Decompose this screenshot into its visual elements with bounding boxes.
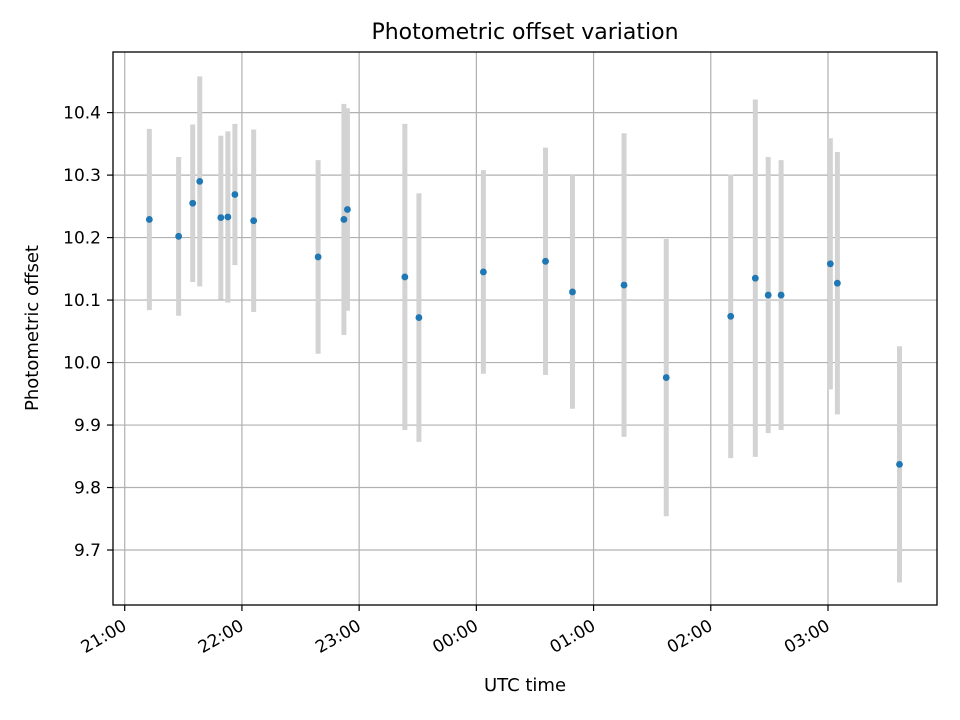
data-point	[727, 312, 735, 320]
data-point	[217, 214, 225, 221]
data-point	[250, 217, 258, 225]
data-point	[833, 279, 841, 287]
data-point	[344, 206, 351, 213]
data-point	[751, 274, 759, 282]
chart-title: Photometric offset variation	[371, 20, 678, 45]
y-tick-label: 10.2	[63, 229, 101, 249]
y-tick-label: 10.0	[63, 354, 101, 374]
data-point	[569, 288, 576, 296]
y-tick-label: 9.8	[74, 479, 101, 499]
data-point	[340, 216, 348, 223]
y-tick-label: 9.9	[74, 416, 101, 436]
y-tick-label: 10.3	[63, 166, 101, 186]
y-tick-label: 10.1	[63, 291, 101, 311]
data-point	[542, 257, 549, 265]
data-point	[145, 216, 153, 223]
data-point	[401, 273, 409, 281]
y-axis-ticks: 9.7 9.8 9.9 10.0 10.1 10.2 10.3 10.4	[63, 104, 113, 561]
data-point	[314, 253, 322, 261]
y-axis-label: Photometric offset	[22, 245, 43, 411]
x-axis-label: UTC time	[484, 675, 566, 696]
data-point	[620, 281, 628, 289]
y-tick-label: 10.4	[63, 104, 101, 124]
data-point	[175, 232, 183, 240]
data-point	[189, 199, 197, 207]
data-point	[196, 177, 204, 185]
data-point	[415, 314, 423, 321]
data-point	[224, 213, 232, 221]
data-point	[231, 191, 239, 198]
data-point	[777, 291, 785, 299]
grid-layer	[113, 52, 937, 605]
data-point	[662, 374, 670, 381]
data-point	[479, 268, 487, 276]
data-point	[764, 291, 772, 299]
data-point	[896, 461, 903, 468]
data-point	[826, 260, 834, 268]
y-tick-label: 9.7	[74, 541, 101, 561]
plot-frame	[112, 51, 938, 606]
point-layer	[145, 177, 903, 468]
